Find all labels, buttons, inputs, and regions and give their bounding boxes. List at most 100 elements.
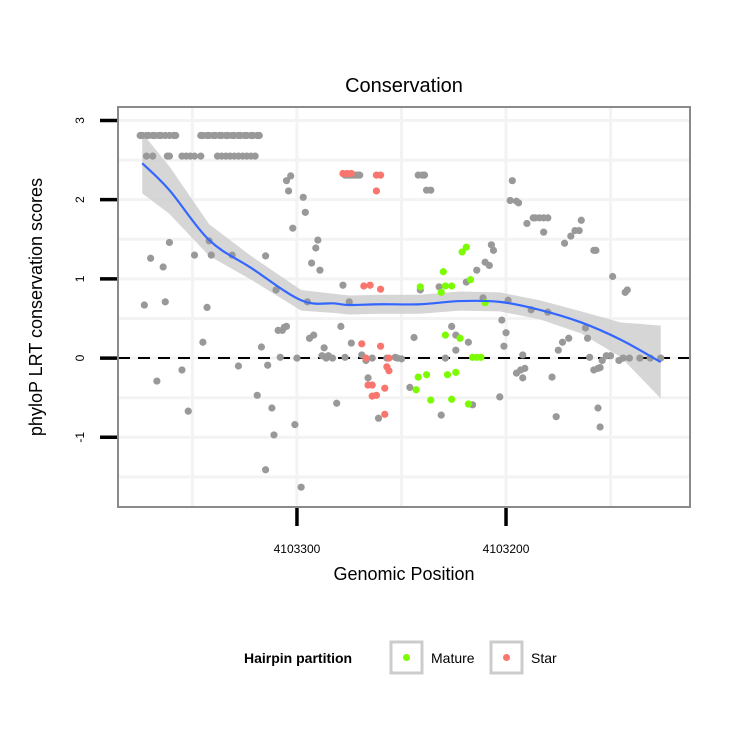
data-point-other — [496, 393, 504, 401]
data-point-other — [345, 298, 353, 306]
data-point-other — [356, 171, 364, 179]
smooth-line — [141, 162, 662, 364]
data-point-other — [142, 152, 151, 160]
data-point-other — [435, 283, 443, 291]
data-point-other — [261, 466, 270, 474]
data-point-star — [347, 169, 355, 178]
data-point-other — [489, 246, 498, 254]
data-point-other — [337, 322, 345, 331]
x-axis-title: Genomic Position — [333, 564, 474, 584]
data-point-other — [410, 333, 418, 342]
data-point-other — [592, 246, 600, 254]
data-point-star — [376, 342, 385, 350]
data-point-other — [619, 354, 627, 362]
data-point-other — [190, 152, 199, 160]
legend-label-star: Star — [531, 650, 557, 666]
data-point-other — [276, 353, 284, 361]
data-point-mature — [458, 248, 466, 256]
data-point-other — [333, 399, 341, 407]
data-point-mature — [452, 368, 460, 376]
legend-label-mature: Mature — [431, 650, 475, 666]
data-point-mature — [462, 243, 470, 251]
data-point-mature — [441, 331, 449, 339]
x-tick-label: 4103300 — [274, 542, 321, 556]
data-point-other — [594, 404, 602, 412]
data-point-other — [184, 407, 192, 415]
data-point-other — [498, 316, 506, 324]
data-point-other — [293, 354, 301, 362]
x-axis: 4103300 4103200 — [274, 508, 530, 556]
data-point-other — [406, 383, 414, 391]
data-point-other — [625, 354, 633, 362]
data-point-other — [558, 338, 567, 346]
data-point-star — [376, 285, 385, 293]
y-tick-label: 2 — [73, 196, 87, 203]
data-point-other — [544, 214, 552, 222]
data-point-other — [297, 483, 305, 491]
data-point-other — [502, 329, 510, 337]
data-point-other — [487, 241, 495, 249]
y-axis-title: phyloP LRT conservation scores — [26, 178, 46, 436]
data-point-other — [341, 353, 349, 361]
data-point-star — [376, 171, 385, 179]
data-point-other — [178, 366, 186, 374]
data-point-other — [581, 324, 590, 332]
data-point-other — [485, 261, 493, 270]
data-point-star — [368, 392, 376, 400]
data-point-other — [514, 199, 523, 207]
points — [136, 131, 665, 491]
data-point-mature — [439, 268, 447, 276]
data-point-star — [372, 187, 381, 195]
data-point-other — [268, 404, 276, 412]
data-point-other — [207, 251, 215, 259]
data-point-star — [385, 367, 393, 375]
data-point-other — [287, 172, 295, 180]
y-tick-label: 3 — [73, 117, 87, 124]
data-point-other — [552, 413, 560, 421]
data-point-other — [448, 322, 456, 331]
legend-mature-marker — [403, 654, 410, 661]
data-point-other — [548, 373, 556, 381]
data-point-other — [554, 346, 562, 354]
data-point-other — [452, 346, 460, 354]
data-point-other — [316, 266, 324, 274]
data-point-other — [596, 363, 604, 372]
data-point-other — [437, 411, 445, 419]
data-point-other — [420, 171, 429, 179]
data-point-star — [381, 410, 389, 418]
data-point-other — [301, 208, 309, 216]
data-point-star — [360, 282, 368, 290]
data-point-other — [368, 354, 376, 362]
data-point-other — [560, 239, 569, 247]
data-point-other — [374, 414, 383, 422]
x-tick-label: 4103200 — [483, 542, 530, 556]
data-point-star — [381, 384, 389, 392]
data-point-other — [312, 244, 320, 252]
data-point-other — [347, 339, 355, 347]
data-point-other — [261, 252, 270, 260]
data-point-other — [540, 228, 548, 236]
data-point-other — [197, 152, 205, 160]
data-point-mature — [456, 334, 464, 342]
data-point-other — [583, 334, 592, 342]
data-point-mature — [443, 371, 452, 379]
data-point-other — [199, 338, 207, 346]
data-point-mature — [477, 353, 485, 361]
data-point-star — [385, 354, 393, 362]
data-point-other — [310, 331, 318, 339]
data-point-other — [314, 236, 322, 244]
data-point-mature — [422, 371, 431, 379]
data-point-other — [165, 152, 174, 160]
data-point-other — [291, 421, 299, 429]
data-point-other — [596, 423, 604, 431]
data-point-other — [172, 131, 180, 140]
data-point-other — [364, 374, 372, 382]
data-point-other — [328, 354, 337, 362]
data-point-other — [282, 322, 291, 331]
data-point-mature — [448, 282, 456, 290]
data-point-other — [427, 186, 435, 194]
data-point-other — [251, 152, 259, 160]
data-point-other — [299, 193, 307, 201]
loess-curve — [141, 162, 662, 364]
data-point-star — [358, 340, 366, 348]
